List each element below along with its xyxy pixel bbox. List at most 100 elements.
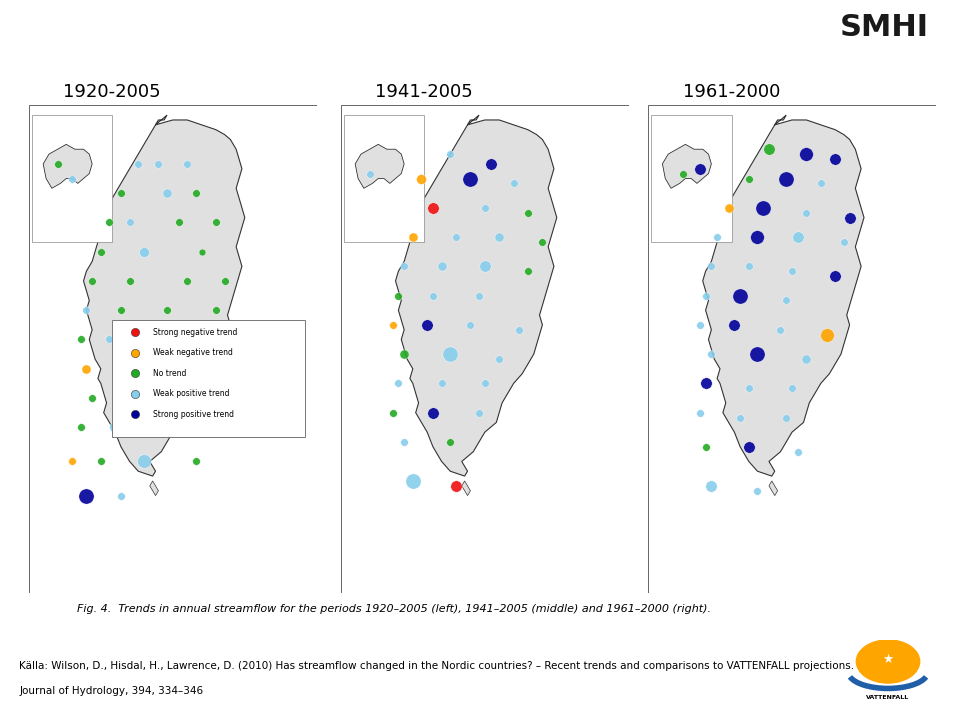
Polygon shape: [43, 145, 92, 188]
Point: [750, 485, 765, 497]
Point: [131, 393, 146, 404]
Point: [828, 153, 843, 165]
Circle shape: [856, 640, 920, 683]
Polygon shape: [396, 115, 557, 476]
Point: [405, 475, 420, 487]
Point: [180, 275, 195, 287]
Point: [122, 275, 137, 287]
Point: [741, 383, 756, 394]
Point: [122, 363, 137, 375]
Point: [93, 246, 108, 257]
Point: [108, 421, 123, 433]
Text: VATTENFALL: VATTENFALL: [866, 695, 910, 700]
Point: [180, 363, 195, 375]
Point: [520, 265, 536, 277]
Text: 1961-2000: 1961-2000: [683, 83, 780, 101]
Point: [790, 232, 805, 243]
Point: [391, 377, 406, 389]
Point: [396, 260, 412, 272]
Point: [750, 232, 765, 243]
Point: [102, 334, 117, 345]
Point: [721, 202, 736, 214]
Point: [64, 456, 80, 467]
Point: [443, 436, 458, 448]
Point: [73, 334, 88, 345]
Point: [151, 158, 166, 170]
Point: [64, 173, 80, 184]
Point: [704, 260, 719, 272]
Point: [732, 290, 748, 301]
Polygon shape: [462, 481, 470, 495]
Polygon shape: [662, 145, 711, 188]
Text: Strong positive trend: Strong positive trend: [153, 410, 233, 418]
Point: [471, 407, 487, 418]
Polygon shape: [150, 481, 158, 495]
Point: [79, 363, 94, 375]
Point: [414, 173, 429, 184]
Point: [698, 441, 713, 452]
Text: SMHI: SMHI: [840, 13, 929, 42]
Point: [692, 319, 708, 331]
Point: [779, 173, 794, 184]
Point: [208, 216, 224, 228]
Point: [463, 319, 478, 331]
Point: [136, 456, 152, 467]
Point: [217, 275, 232, 287]
Point: [385, 319, 400, 331]
Point: [385, 407, 400, 418]
Point: [477, 202, 492, 214]
Point: [159, 188, 175, 199]
Point: [512, 324, 527, 336]
Point: [741, 173, 756, 184]
Point: [171, 216, 186, 228]
Point: [704, 480, 719, 492]
Point: [448, 480, 464, 492]
Point: [761, 144, 777, 155]
Point: [443, 148, 458, 160]
Text: Weak positive trend: Weak positive trend: [153, 389, 229, 398]
Point: [535, 236, 550, 247]
Point: [171, 393, 186, 404]
Text: Fig. 4.  Trends in annual streamflow for the periods 1920–2005 (left), 1941–2005: Fig. 4. Trends in annual streamflow for …: [77, 604, 710, 614]
Point: [113, 490, 129, 501]
Point: [84, 275, 100, 287]
Point: [425, 290, 441, 301]
Point: [477, 377, 492, 389]
Point: [425, 202, 441, 214]
Point: [675, 168, 690, 179]
Point: [128, 326, 143, 338]
Point: [779, 295, 794, 306]
Point: [420, 319, 435, 331]
Point: [727, 319, 742, 331]
Point: [159, 304, 175, 316]
Point: [750, 349, 765, 360]
Bar: [651, 115, 732, 242]
Point: [784, 383, 800, 394]
Point: [741, 441, 756, 452]
Point: [520, 207, 536, 219]
Point: [692, 407, 708, 418]
Point: [704, 349, 719, 360]
Point: [709, 232, 725, 243]
Point: [698, 377, 713, 389]
Point: [483, 158, 498, 170]
Point: [396, 349, 412, 360]
Text: Källa: Wilson, D., Hisdal, H., Lawrence, D. (2010) Has streamflow changed in the: Källa: Wilson, D., Hisdal, H., Lawrence,…: [19, 661, 854, 671]
Point: [113, 304, 129, 316]
Point: [84, 393, 100, 404]
Point: [799, 148, 814, 160]
Text: Weak negative trend: Weak negative trend: [153, 348, 232, 357]
Point: [692, 163, 708, 175]
Point: [813, 178, 828, 189]
Point: [434, 260, 449, 272]
Point: [819, 329, 834, 340]
Point: [405, 232, 420, 243]
Polygon shape: [84, 115, 245, 476]
Point: [208, 304, 224, 316]
Point: [784, 265, 800, 277]
Point: [113, 188, 129, 199]
Point: [799, 353, 814, 365]
Polygon shape: [355, 145, 404, 188]
Bar: [32, 115, 112, 242]
Text: 1941-2005: 1941-2005: [375, 83, 473, 101]
